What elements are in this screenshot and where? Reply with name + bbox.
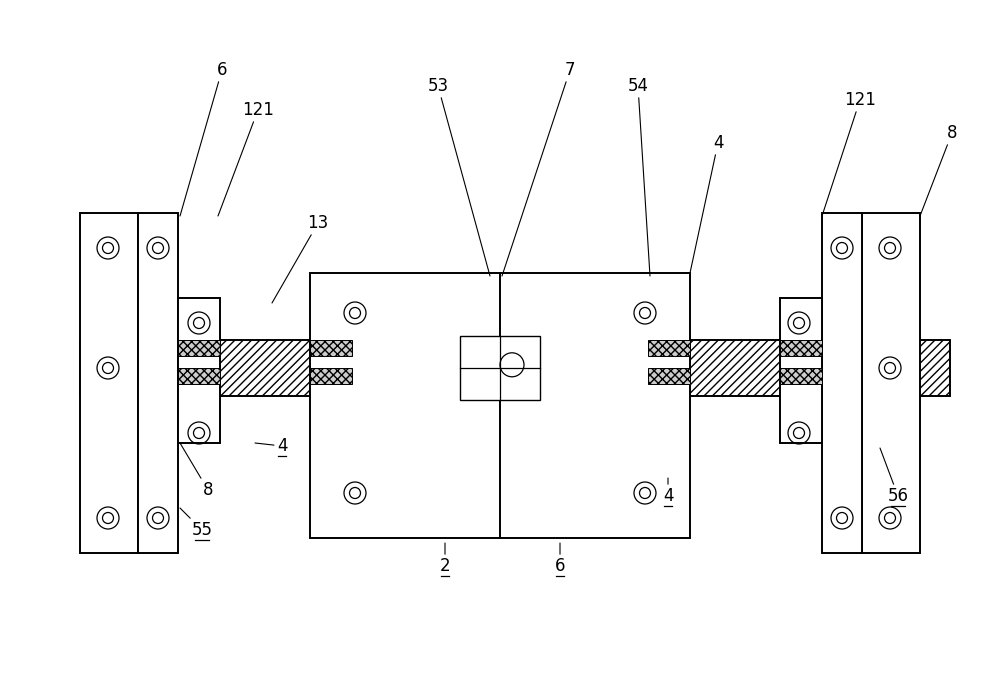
Text: 6: 6 (180, 61, 227, 216)
Bar (80, 213, 138, 553)
Bar (178, 368, 220, 384)
Bar (310, 273, 690, 538)
Text: 54: 54 (628, 77, 650, 276)
Text: 56: 56 (880, 448, 908, 505)
Text: 55: 55 (180, 508, 212, 539)
Text: 6: 6 (555, 543, 565, 575)
Bar (80, 340, 950, 396)
Bar (460, 336, 540, 400)
Text: 7: 7 (502, 61, 575, 276)
Text: 8: 8 (180, 443, 213, 499)
Text: 4: 4 (663, 478, 673, 505)
Bar (822, 213, 862, 553)
Bar (780, 298, 822, 443)
Bar (780, 340, 822, 356)
Text: 121: 121 (218, 101, 274, 216)
Bar (178, 298, 220, 443)
Text: 13: 13 (272, 214, 329, 303)
Bar (310, 368, 352, 384)
Text: 8: 8 (920, 124, 957, 216)
Text: 4: 4 (690, 134, 723, 273)
Bar (780, 368, 822, 384)
Text: 121: 121 (822, 91, 876, 216)
Text: 53: 53 (427, 77, 490, 276)
Bar (310, 340, 352, 356)
Text: 2: 2 (440, 543, 450, 575)
Bar (862, 213, 920, 553)
Text: 4: 4 (255, 437, 287, 455)
Bar (648, 368, 690, 384)
Bar (178, 340, 220, 356)
Bar (648, 340, 690, 356)
Bar (138, 213, 178, 553)
